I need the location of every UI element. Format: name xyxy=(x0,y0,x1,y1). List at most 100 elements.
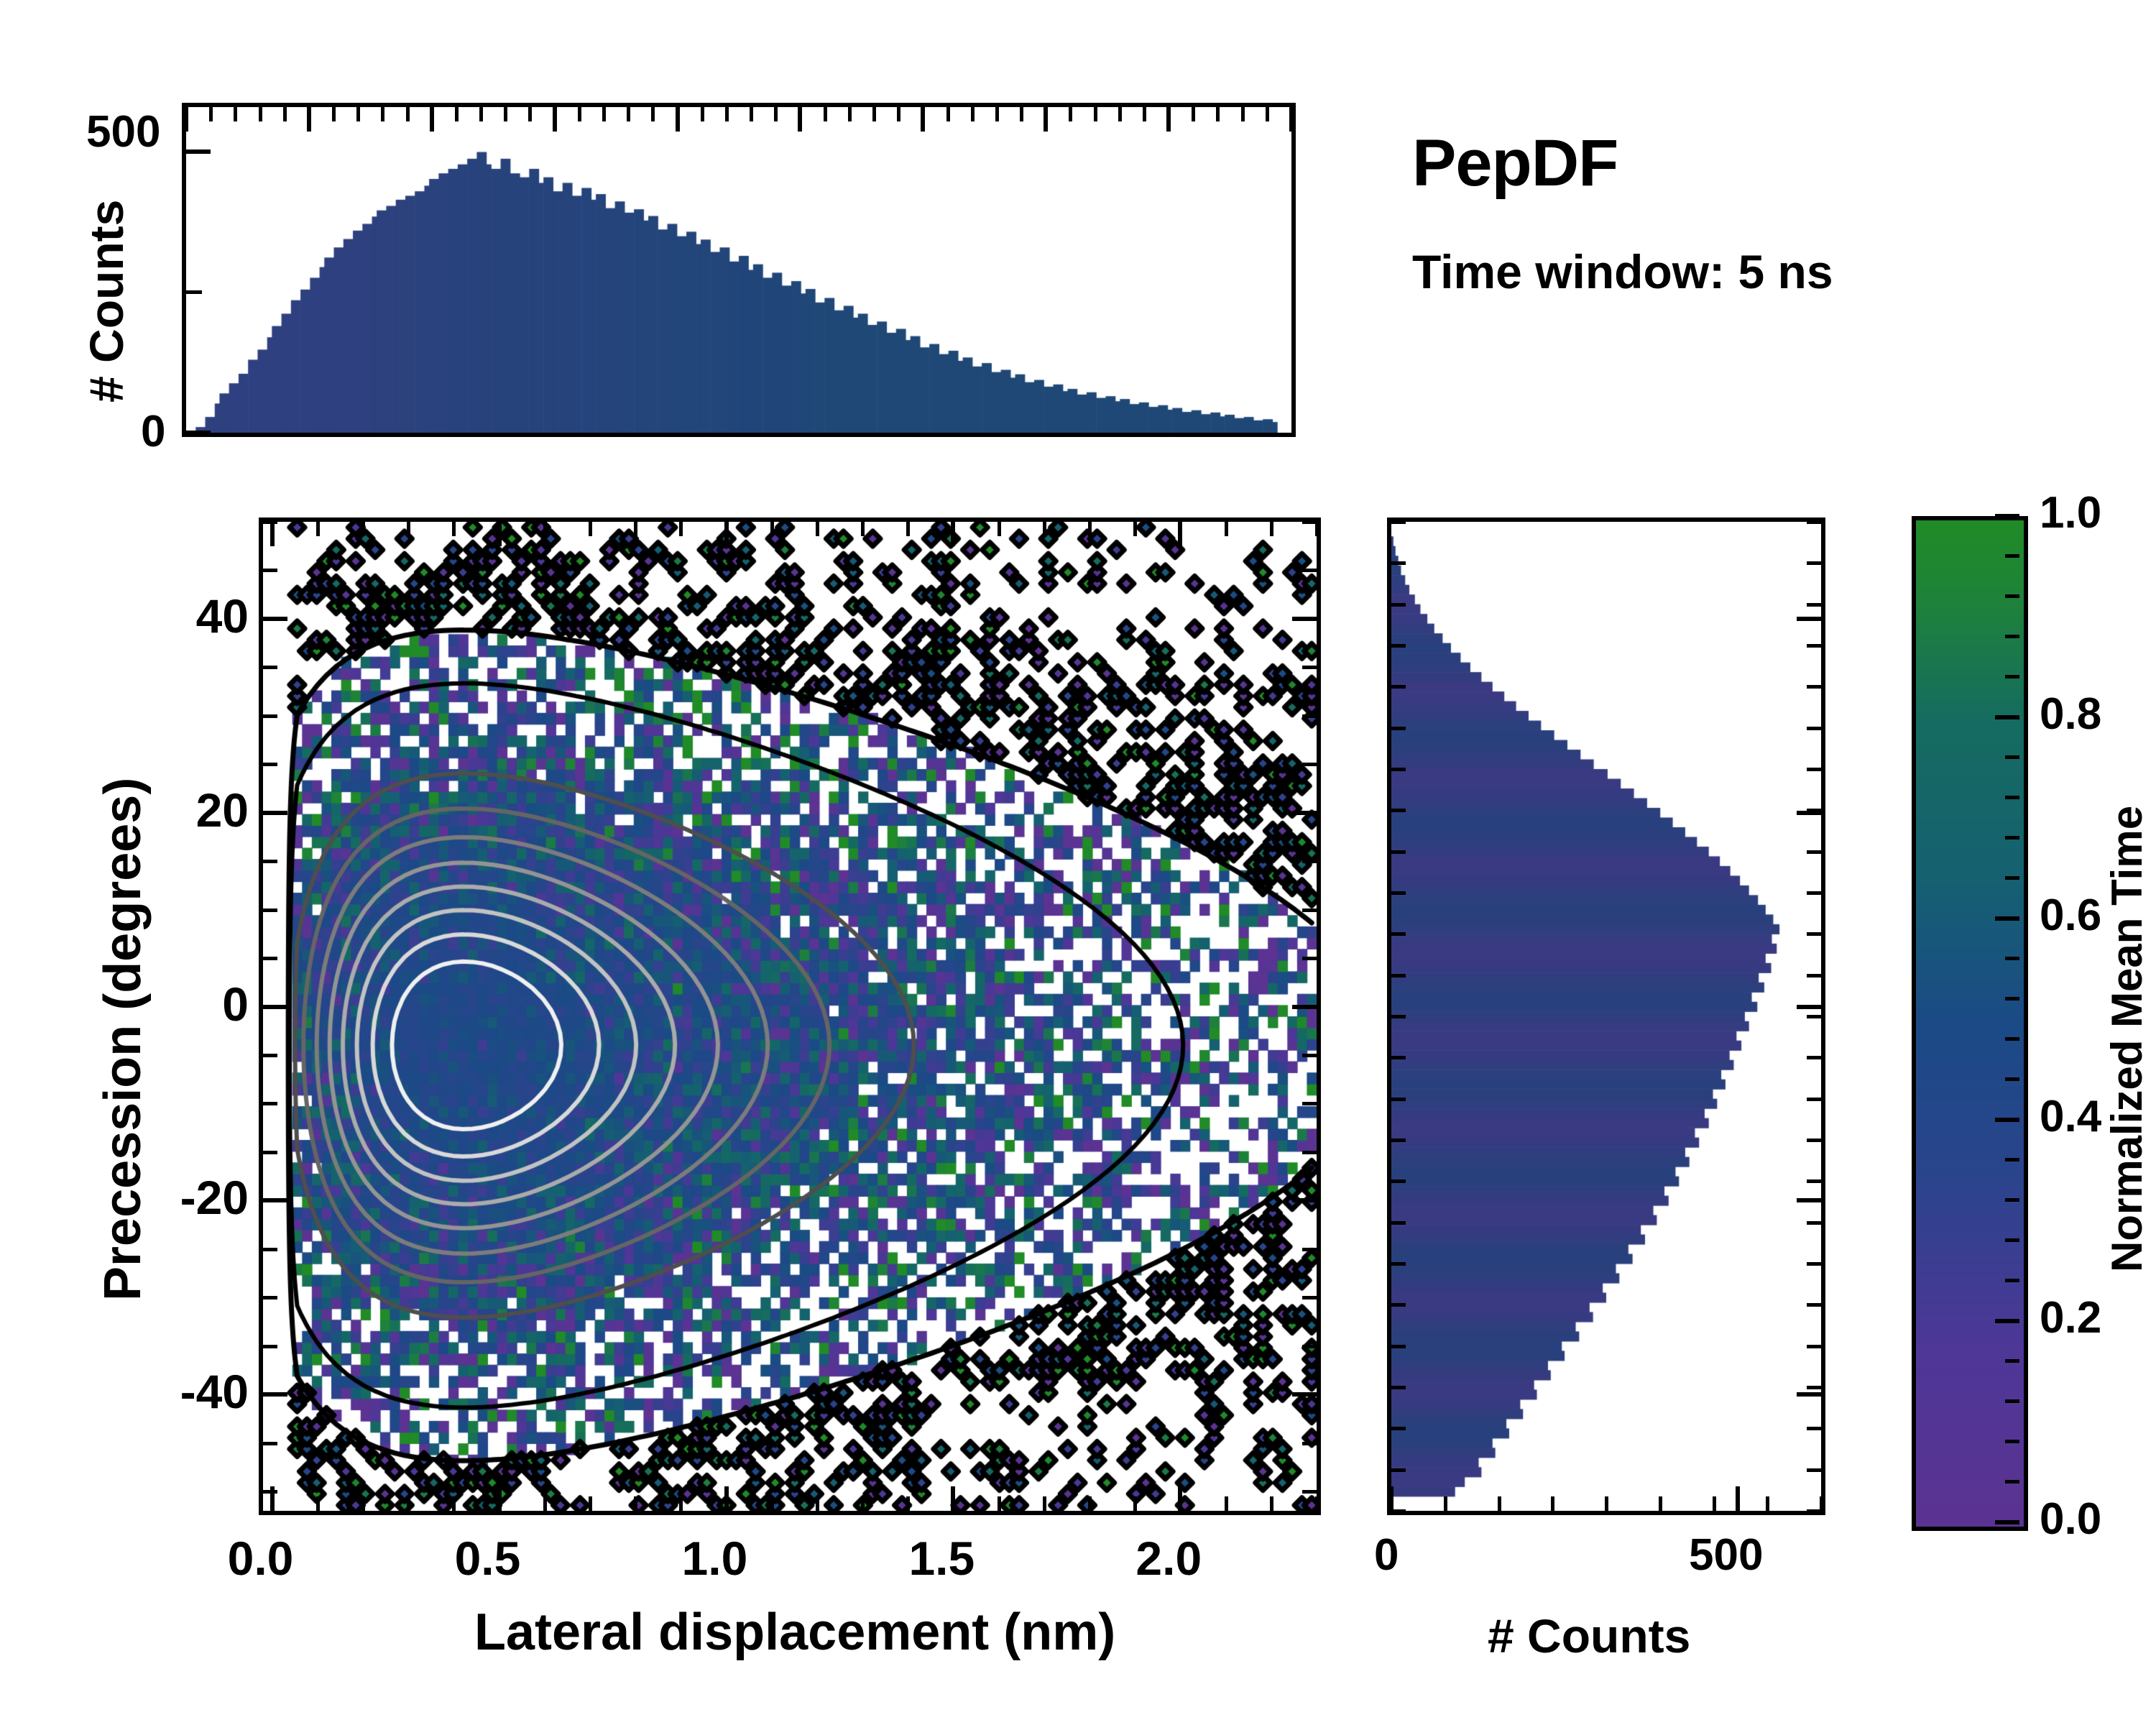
top-hist-ytick xyxy=(186,150,211,155)
top-hist-xminor xyxy=(307,107,311,121)
main-yminor xyxy=(263,1053,277,1057)
right-hist-yminor xyxy=(1807,1427,1821,1431)
right-hist-xminor xyxy=(1390,1496,1393,1511)
colorbar-major-tick xyxy=(1995,916,2019,921)
top-hist-xminor xyxy=(234,107,238,121)
colorbar-tick-label: 1.0 xyxy=(2040,488,2102,538)
colorbar-minor-tick xyxy=(2005,594,2019,598)
right-hist-yminor xyxy=(1807,602,1821,607)
main-xminor-top xyxy=(1042,522,1046,536)
right-hist-yminor-left xyxy=(1391,1138,1406,1142)
colorbar-minor-tick xyxy=(2005,957,2019,960)
top-hist-xminor xyxy=(479,107,484,121)
colorbar-major-tick xyxy=(1995,1319,2019,1323)
main-xminor xyxy=(1269,1496,1273,1511)
main-xminor-top xyxy=(1315,522,1319,536)
main-xminor-top xyxy=(679,522,683,536)
main-yminor-right xyxy=(1302,714,1317,718)
top-hist-xminor xyxy=(798,107,803,121)
top-hist-xminor xyxy=(627,107,631,121)
main-xtick-label: 0.0 xyxy=(227,1532,294,1585)
colorbar-major-tick xyxy=(1995,514,2019,518)
right-hist-yminor-left xyxy=(1391,644,1406,648)
main-yminor-right xyxy=(1302,569,1317,573)
right-hist-yminor xyxy=(1807,768,1821,771)
colorbar-tick-label: 0.6 xyxy=(2040,891,2102,940)
right-hist-xminor xyxy=(1443,1496,1447,1511)
top-hist-xminor xyxy=(651,107,655,121)
main-ytick-right xyxy=(1292,1004,1317,1009)
main-yminor-right xyxy=(1302,1102,1317,1106)
right-hist-yminor-left xyxy=(1391,1056,1406,1060)
top-hist-xminor xyxy=(1216,107,1220,121)
top-hist-xminor xyxy=(700,107,704,121)
main-yminor xyxy=(263,666,277,670)
right-hist-yminor-left xyxy=(1391,726,1406,730)
right-hist-ytick xyxy=(1797,1198,1821,1203)
main-ytick-label: 20 xyxy=(195,783,249,837)
main-xminor-top xyxy=(1133,522,1138,536)
main-xtick-label: 2.0 xyxy=(1135,1532,1202,1585)
main-xtick xyxy=(724,1486,729,1511)
main-xminor-top xyxy=(815,522,819,536)
colorbar-minor-tick xyxy=(2005,1480,2019,1484)
colorbar-minor-tick xyxy=(2005,997,2019,1000)
top-hist-xminor xyxy=(282,107,287,121)
main-yminor xyxy=(263,1247,277,1251)
main-ytick-right xyxy=(1292,1392,1317,1397)
top-hist-xminor xyxy=(454,107,459,121)
right-hist-yminor xyxy=(1807,1220,1821,1225)
main-xtick-label: 0.5 xyxy=(454,1532,521,1585)
right-hist-yminor xyxy=(1807,520,1821,524)
right-hist-xminor xyxy=(1658,1496,1662,1511)
top-hist-xminor xyxy=(602,107,607,121)
main-yminor-right xyxy=(1302,1344,1317,1348)
right-hist-yminor-left xyxy=(1391,520,1406,524)
right-hist-ytick xyxy=(1797,1004,1821,1009)
main-ytick xyxy=(263,1198,287,1203)
main-xminor-top xyxy=(634,522,638,536)
main-yminor-right xyxy=(1302,520,1317,524)
colorbar-minor-tick xyxy=(2005,876,2019,880)
top-hist-xminor xyxy=(1240,107,1245,121)
main-yminor-right xyxy=(1302,1490,1317,1494)
main-xtick-top xyxy=(1178,522,1183,546)
main-yminor-right xyxy=(1302,860,1317,864)
main-xminor-top xyxy=(452,522,456,536)
top-hist-xminor xyxy=(430,107,434,121)
main-yminor xyxy=(263,1441,277,1445)
main-xminor xyxy=(679,1496,683,1511)
main-xtick-top xyxy=(497,522,502,546)
right-hist-yminor-left xyxy=(1391,1468,1406,1472)
main-ytick-right xyxy=(1292,616,1317,621)
main-xminor xyxy=(361,1496,366,1511)
main-ytick-label: -20 xyxy=(180,1171,249,1225)
main-yminor-right xyxy=(1302,666,1317,670)
main-xtick xyxy=(270,1486,275,1511)
right-hist-yminor xyxy=(1807,891,1821,895)
main-xminor-top xyxy=(1269,522,1273,536)
right-hist-ytick xyxy=(1797,810,1821,815)
top-hist-xminor xyxy=(1192,107,1196,121)
main-xminor xyxy=(634,1496,638,1511)
colorbar-minor-tick xyxy=(2005,1198,2019,1202)
top-ytick-0: 0 xyxy=(141,407,166,456)
top-histogram-canvas xyxy=(186,107,1291,433)
main-xminor xyxy=(1133,1496,1138,1511)
top-hist-xminor xyxy=(1044,107,1049,121)
right-hist-yminor-left xyxy=(1391,932,1406,937)
colorbar-minor-tick xyxy=(2005,796,2019,799)
top-hist-xminor xyxy=(1118,107,1122,121)
main-xtick xyxy=(1178,1486,1183,1511)
top-ylabel: # Counts xyxy=(80,199,133,402)
right-hist-yminor xyxy=(1807,1468,1821,1472)
main-ytick-right xyxy=(1292,810,1317,815)
right-hist-yminor-left xyxy=(1391,561,1406,566)
main-yminor-right xyxy=(1302,763,1317,767)
main-yminor-right xyxy=(1302,1247,1317,1251)
main-xtick-label: 1.5 xyxy=(908,1532,975,1585)
colorbar-tick-label: 0.4 xyxy=(2040,1092,2102,1141)
top-hist-xminor xyxy=(676,107,680,121)
main-xtick-top xyxy=(951,522,956,546)
right-hist-yminor xyxy=(1807,726,1821,730)
